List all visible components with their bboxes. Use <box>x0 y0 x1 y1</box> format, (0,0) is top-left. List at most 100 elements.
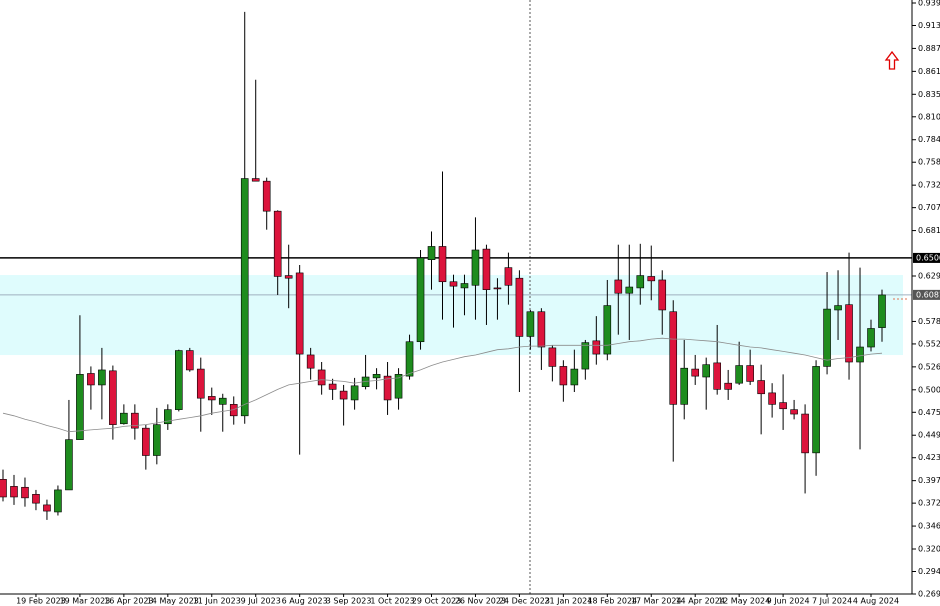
x-tick-label: 6 Aug 2023 <box>282 597 328 606</box>
candle-body <box>427 246 436 260</box>
y-tick-label: 0.4235 <box>918 453 940 462</box>
y-tick-label: 0.2945 <box>918 567 940 576</box>
candle-body <box>416 257 425 343</box>
candle-body <box>834 305 842 311</box>
moving-average-line <box>2 337 883 433</box>
x-tick-label: 14 Apr 2024 <box>675 597 724 606</box>
candle-body <box>559 366 568 386</box>
candle-body <box>680 367 689 405</box>
y-tick-label: 0.5005 <box>918 385 940 394</box>
x-tick-label: 19 Feb 2023 <box>16 597 66 606</box>
candle-body <box>109 370 117 425</box>
candle-body <box>185 350 194 371</box>
candle-body <box>592 340 601 355</box>
candle-body <box>164 409 172 425</box>
candle-body <box>614 279 623 294</box>
candle-body <box>713 362 721 390</box>
candle-body <box>65 439 73 491</box>
y-tick-label: 0.8355 <box>918 90 940 99</box>
y-tick-label: 0.3975 <box>918 476 940 485</box>
candle-body <box>262 180 271 212</box>
y-tick-label: 0.8875 <box>918 44 940 53</box>
candle-body <box>504 267 513 286</box>
y-tick-label: 0.6295 <box>918 272 940 281</box>
candle-body <box>581 342 590 370</box>
candle-body <box>548 347 557 367</box>
x-tick-label: 12 May 2024 <box>718 597 770 606</box>
candle-body <box>702 364 711 378</box>
candle-body <box>537 311 546 348</box>
candle-body <box>394 374 403 399</box>
x-tick-label: 4 Aug 2024 <box>853 597 899 606</box>
candle-body <box>76 374 84 440</box>
candle-body <box>0 479 7 498</box>
y-tick-label: 0.5265 <box>918 362 940 371</box>
x-tick-label: 21 Jan 2024 <box>544 597 592 606</box>
candle-body <box>98 369 106 386</box>
candle-body <box>636 275 645 289</box>
candle-body <box>207 396 216 401</box>
candle-body <box>372 374 381 379</box>
y-tick-label: 0.7325 <box>918 181 940 190</box>
candle-body <box>306 354 315 369</box>
price-level-box <box>913 289 940 300</box>
candle-body <box>790 409 798 415</box>
x-tick-label: 3 Sep 2023 <box>326 597 372 606</box>
x-tick-label: 7 Jul 2024 <box>812 597 852 606</box>
candle-body <box>339 390 348 400</box>
candle-body <box>43 504 51 512</box>
candle-body <box>405 341 414 377</box>
x-tick-label: 9 Jun 2024 <box>767 597 810 606</box>
candle-body <box>526 311 535 337</box>
candle-body <box>823 308 831 367</box>
candle-body <box>142 427 150 456</box>
candle-body <box>273 210 282 277</box>
candle-body <box>120 412 128 425</box>
x-tick-label: 19 Mar 2023 <box>60 597 111 606</box>
candle-body <box>724 382 732 390</box>
candle-body <box>658 279 667 311</box>
candle-body <box>812 366 820 454</box>
candle-body <box>515 277 524 337</box>
candle-body <box>625 286 634 294</box>
x-tick-label: 17 Mar 2024 <box>631 597 682 606</box>
y-tick-label: 0.9135 <box>918 21 940 30</box>
candle-body <box>603 305 612 355</box>
candle-body <box>131 412 139 429</box>
x-tick-label: 16 Apr 2023 <box>104 597 153 606</box>
candle-body <box>735 365 743 384</box>
x-tick-label: 26 Nov 2023 <box>455 597 506 606</box>
y-tick-label: 0.7585 <box>918 158 940 167</box>
x-tick-label: 14 May 2023 <box>147 597 199 606</box>
candle-body <box>867 328 875 348</box>
x-tick-label: 24 Dec 2023 <box>499 597 550 606</box>
candle-body <box>153 424 161 456</box>
candle-body <box>295 272 304 355</box>
candle-body <box>218 397 227 405</box>
candle-body <box>647 276 656 282</box>
candle-body <box>570 368 579 386</box>
candle-body <box>383 375 392 401</box>
candle-body <box>350 385 359 401</box>
y-tick-label: 0.5525 <box>918 339 940 348</box>
candle-body <box>746 365 754 382</box>
candle-body <box>801 413 809 454</box>
candle-body <box>251 178 260 182</box>
candle-body <box>768 392 776 405</box>
candle-body <box>779 402 787 410</box>
price-level-box <box>913 252 940 263</box>
candle-body <box>10 486 18 498</box>
candle-body <box>691 368 700 377</box>
